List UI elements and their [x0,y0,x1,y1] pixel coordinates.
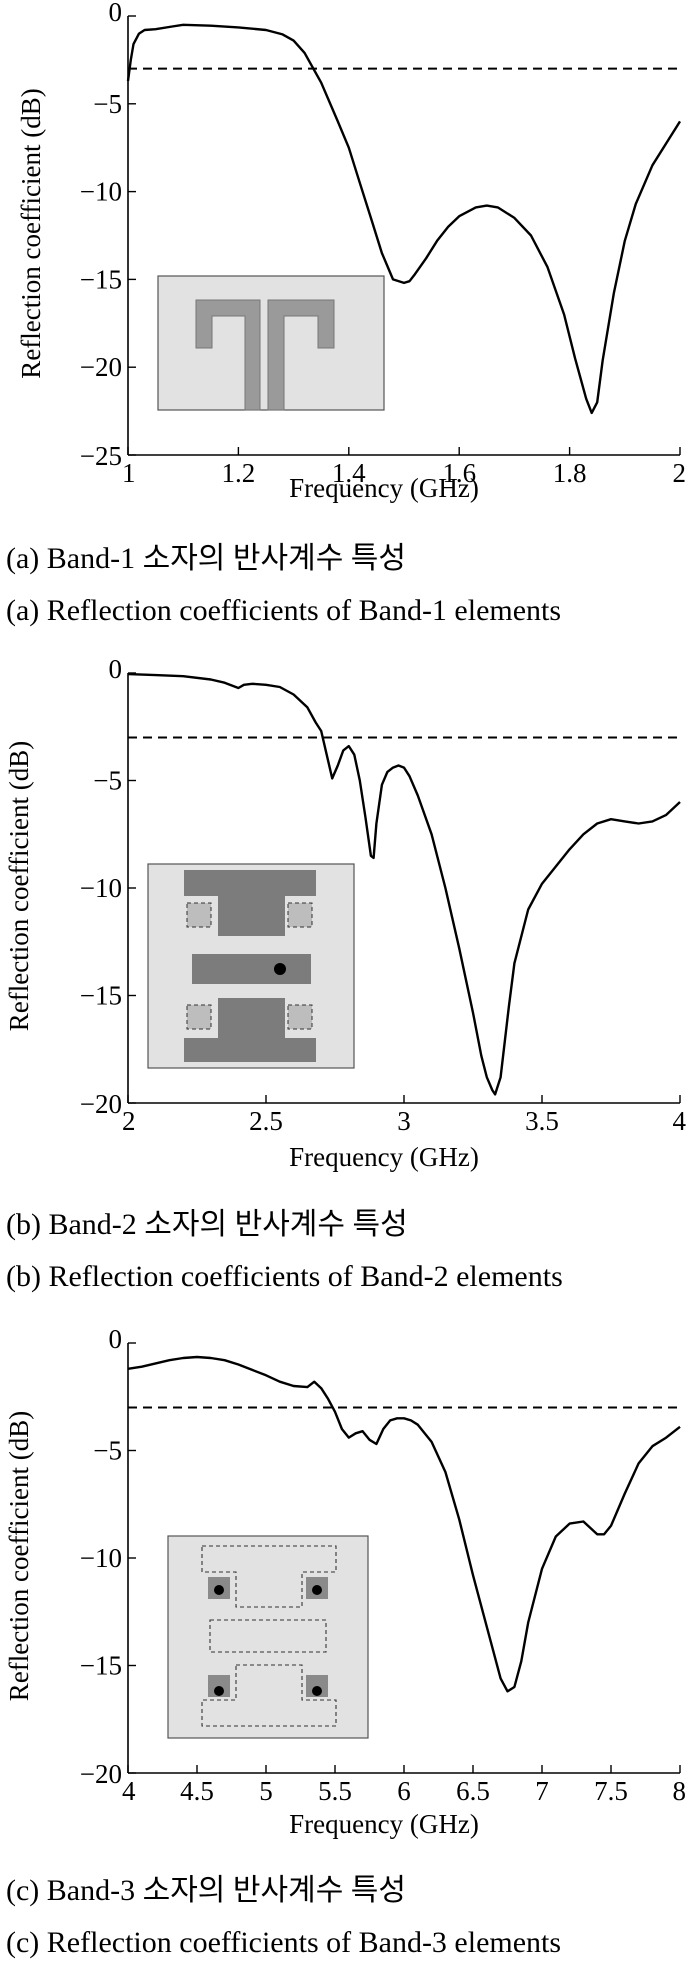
x-axis-label: Frequency (GHz) [289,1809,479,1839]
y-axis-label: Reflection coefficient (dB) [4,741,34,1031]
x-tick-label: 1.8 [553,458,587,488]
y-tick-label: −20 [80,1089,122,1119]
x-tick-label: 7 [535,1776,549,1806]
x-tick-label: 1.4 [332,458,366,488]
y-tick-label: −15 [80,981,122,1011]
x-tick-label: 2 [673,458,687,488]
chart-panel-b: 2 2.5 3 3.5 4 0 −5 −10 −15 −20 Frequency (GHz) Refl… [4,654,687,1172]
y-tick-label: −10 [80,1543,122,1573]
y-axis-label: Reflection coefficient (dB) [4,1411,34,1701]
x-tick-label: 8 [673,1776,687,1806]
y-tick-label: −15 [80,264,122,294]
caption-b-korean: (b) Band-2 소자의 반사계수 특성 [6,1208,408,1241]
x-tick-label: 6 [397,1776,411,1806]
inset-antenna-band2 [147,863,355,1069]
y-tick-label: −25 [80,441,122,471]
chart-panel-a: 1 1.2 1.4 1.6 1.8 2 0 −5 −10 −15 −20 −25 Frequency (… [16,0,686,503]
x-tick-label: 4.5 [180,1776,214,1806]
x-tick-label: 6.5 [456,1776,490,1806]
x-tick-label: 1 [122,458,136,488]
y-tick-label: −5 [93,766,122,796]
y-tick-label: −10 [80,177,122,207]
y-tick-label: −5 [93,89,122,119]
x-tick-label: 2.5 [249,1106,283,1136]
y-tick-label: −10 [80,873,122,903]
x-tick-label: 1.6 [442,458,476,488]
x-tick-label: 1.2 [222,458,256,488]
y-tick-label: 0 [109,0,123,27]
x-tick-label: 5 [259,1776,273,1806]
caption-c-english: (c) Reflection coefficients of Band-3 el… [6,1926,562,1959]
x-axis-label: Frequency (GHz) [289,1142,479,1172]
series-line-c [127,1355,681,1693]
y-tick-label: −20 [80,352,122,382]
chart-panel-c: 4 4.5 5 5.5 6 6.5 7 7.5 8 0 −5 −10 −15 −20 Frequency (… [4,1324,686,1839]
x-tick-label: 5.5 [318,1776,352,1806]
y-axis-label: Reflection coefficient (dB) [16,88,46,378]
series-line-b [127,672,681,1096]
y-tick-label: −5 [93,1436,122,1466]
x-tick-label: 3.5 [525,1106,559,1136]
y-tick-label: 0 [109,654,123,684]
x-axis-label: Frequency (GHz) [289,473,479,503]
caption-b-english: (b) Reflection coefficients of Band-2 el… [6,1260,563,1293]
inset-antenna-band3 [167,1535,369,1739]
caption-a-english: (a) Reflection coefficients of Band-1 el… [6,594,562,627]
x-tick-label: 7.5 [594,1776,628,1806]
y-tick-label: −15 [80,1651,122,1681]
inset-antenna-band1 [157,275,385,411]
series-line-a [126,23,682,415]
y-tick-label: −20 [80,1759,122,1789]
x-tick-label: 3 [397,1106,411,1136]
caption-a-korean: (a) Band-1 소자의 반사계수 특성 [6,542,407,575]
x-tick-label: 4 [673,1106,687,1136]
x-tick-label: 4 [122,1776,136,1806]
y-tick-label: 0 [109,1324,123,1354]
caption-c-korean: (c) Band-3 소자의 반사계수 특성 [6,1874,407,1907]
x-tick-label: 2 [122,1106,136,1136]
